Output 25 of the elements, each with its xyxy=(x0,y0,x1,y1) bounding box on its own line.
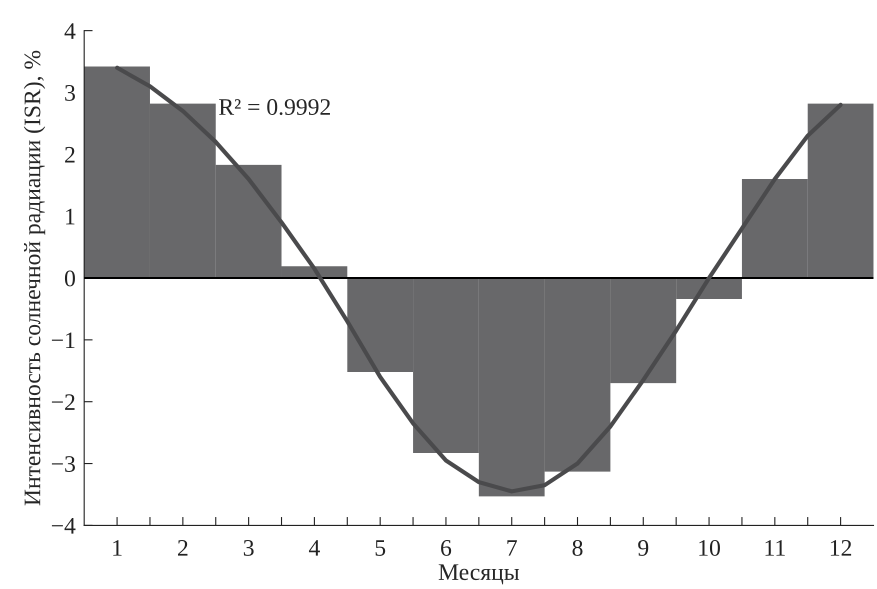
y-tick-label: 3 xyxy=(65,85,75,101)
x-tick-label: 2 xyxy=(178,540,188,556)
y-tick-label: −3 xyxy=(52,456,75,472)
y-tick-label: 1 xyxy=(66,208,74,224)
x-tick-label: 9 xyxy=(638,540,648,556)
annotation: R² = 0.9992 xyxy=(219,99,330,116)
x-tick-label: 7 xyxy=(507,540,517,556)
y-axis-title: Интенсивность солнечной радиации (ISR), % xyxy=(24,50,46,506)
x-tick-label: 6 xyxy=(441,540,452,556)
x-tick-label: 4 xyxy=(308,540,320,556)
x-tick-label: 8 xyxy=(572,540,583,556)
x-tick-label: 5 xyxy=(376,540,386,556)
line-series xyxy=(114,66,843,494)
x-tick-label: 11 xyxy=(766,540,785,556)
x-tick-label: 3 xyxy=(244,540,254,556)
y-tick-label: −2 xyxy=(52,394,75,410)
y-tick-label: 4 xyxy=(64,23,76,39)
x-tick-label: 1 xyxy=(113,540,122,556)
y-tick-label: −1 xyxy=(52,332,74,348)
y-tick-label: −4 xyxy=(52,518,76,534)
x-tick-label: 12 xyxy=(830,540,852,556)
x-axis-title: Месяцы xyxy=(438,564,520,584)
y-tick-label: 0 xyxy=(64,270,75,286)
y-tick-label: 2 xyxy=(65,146,75,163)
x-tick-label: 10 xyxy=(699,540,720,556)
